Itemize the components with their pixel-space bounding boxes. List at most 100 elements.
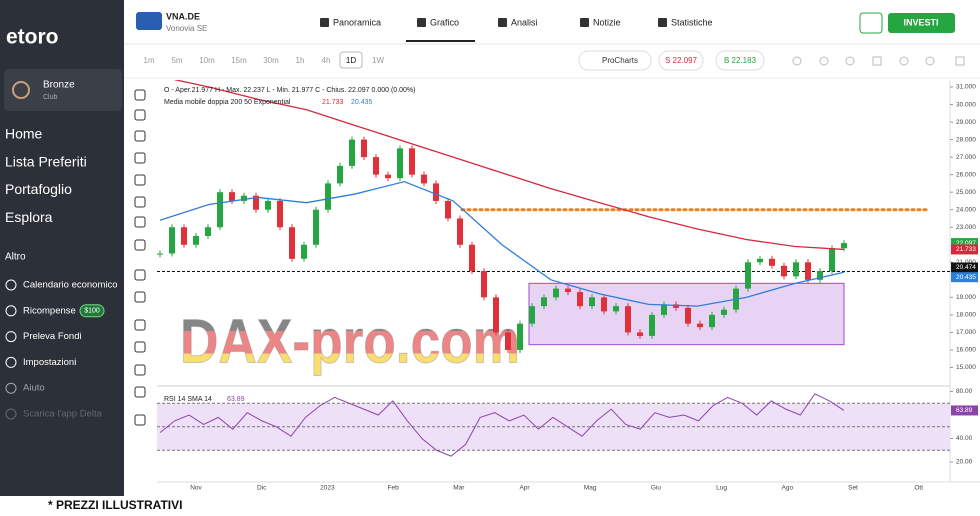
- invest-button[interactable]: [888, 13, 955, 33]
- menu-item[interactable]: Impostazioni: [23, 357, 76, 368]
- timeframe[interactable]: 10m: [199, 56, 215, 65]
- timeframe[interactable]: 1D: [346, 56, 356, 65]
- menu-item[interactable]: Ricompense: [23, 305, 76, 316]
- menu-item[interactable]: Portafoglio: [5, 181, 72, 197]
- draw-tool[interactable]: [134, 89, 146, 101]
- ma-line: [159, 180, 845, 307]
- rewards-badge: [79, 304, 105, 318]
- menu-icon: [5, 331, 17, 343]
- draw-tool[interactable]: [134, 269, 146, 281]
- candle: [709, 314, 715, 328]
- candle: [445, 200, 451, 219]
- sell-button[interactable]: [658, 50, 704, 71]
- draw-tool[interactable]: [134, 291, 146, 303]
- candle: [517, 323, 523, 350]
- candle: [829, 248, 835, 272]
- invest-label: INVESTI: [903, 17, 938, 27]
- tool-icon[interactable]: [792, 56, 802, 66]
- tab-icon: [498, 18, 507, 27]
- draw-tool[interactable]: [134, 130, 146, 142]
- candle: [325, 183, 331, 210]
- active-tab-underline: [406, 40, 475, 42]
- club-card[interactable]: [4, 69, 122, 111]
- candle: [817, 271, 823, 280]
- candle: [613, 306, 619, 312]
- price-badge-label: 22.097: [956, 240, 976, 247]
- timeframe[interactable]: 1m: [143, 56, 154, 65]
- tool-icon[interactable]: [819, 56, 829, 66]
- tool-icon[interactable]: [872, 56, 882, 66]
- draw-tool[interactable]: [134, 152, 146, 164]
- timeframe[interactable]: 5m: [171, 56, 182, 65]
- candle: [337, 165, 343, 184]
- tool-icon[interactable]: [955, 56, 965, 66]
- x-tick-label: Lug: [716, 485, 727, 492]
- draw-tool[interactable]: [134, 196, 146, 208]
- draw-tool[interactable]: [134, 364, 146, 376]
- draw-tool[interactable]: [134, 341, 146, 353]
- timeframe[interactable]: 1h: [296, 56, 305, 65]
- tab[interactable]: Statistiche: [671, 17, 713, 27]
- candle: [841, 243, 847, 249]
- draw-tool[interactable]: [134, 386, 146, 398]
- candle: [673, 304, 679, 308]
- menu-item[interactable]: Calendario economico: [23, 280, 118, 291]
- rsi-tick-label: 20.00: [956, 459, 973, 466]
- tab-icon: [320, 18, 329, 27]
- candle: [265, 200, 271, 210]
- x-tick-label: Ago: [782, 485, 794, 492]
- ma-legend-value: 20.435: [351, 99, 373, 106]
- menu-item[interactable]: Lista Preferiti: [5, 153, 87, 169]
- tab[interactable]: Notizie: [593, 17, 621, 27]
- timeframe[interactable]: 30m: [263, 56, 279, 65]
- buy-button[interactable]: [715, 50, 765, 71]
- candle: [721, 309, 727, 315]
- tool-icon[interactable]: [925, 56, 935, 66]
- draw-tool[interactable]: [134, 414, 146, 426]
- candle: [625, 306, 631, 333]
- timeframe[interactable]: 4h: [322, 56, 331, 65]
- rsi-line: [159, 393, 845, 457]
- ma-line: [173, 80, 845, 251]
- candle: [373, 157, 379, 175]
- tool-icon[interactable]: [845, 56, 855, 66]
- draw-tool[interactable]: [134, 174, 146, 186]
- ma-legend: Media mobile doppia 200 50 Exponential: [164, 99, 291, 106]
- draw-tool[interactable]: [134, 239, 146, 251]
- candle: [577, 292, 583, 307]
- tab[interactable]: Analisi: [511, 17, 538, 27]
- timeframe[interactable]: 15m: [231, 56, 247, 65]
- candle: [157, 253, 163, 255]
- tab[interactable]: Panoramica: [333, 17, 381, 27]
- candle: [697, 323, 703, 328]
- list-button[interactable]: [859, 12, 883, 34]
- menu-icon: [5, 408, 17, 420]
- rsi-tick-label: 40.00: [956, 435, 973, 442]
- menu-item[interactable]: Esplora: [5, 209, 53, 225]
- y-tick-label: 15.000: [956, 364, 976, 371]
- menu-icon: [5, 279, 17, 291]
- x-tick-label: Mag: [584, 485, 597, 492]
- instrument-logo: [136, 12, 162, 30]
- candle: [649, 314, 655, 336]
- club-tier: Bronze: [43, 80, 75, 91]
- candle: [169, 227, 175, 254]
- menu-item[interactable]: Aiuto: [23, 383, 45, 394]
- tool-icon[interactable]: [899, 56, 909, 66]
- price-badge: [951, 272, 978, 283]
- procharts-button[interactable]: [578, 50, 652, 71]
- symbol: VNA.DE: [166, 11, 200, 21]
- draw-tool[interactable]: [134, 216, 146, 228]
- draw-tool[interactable]: [134, 319, 146, 331]
- timeframe[interactable]: 1W: [372, 56, 384, 65]
- draw-tool[interactable]: [134, 109, 146, 121]
- menu-item[interactable]: Scarica l'app Delta: [23, 409, 103, 420]
- candle: [529, 306, 535, 324]
- candle: [637, 332, 643, 336]
- candle: [409, 148, 415, 175]
- tab[interactable]: Grafico: [430, 17, 459, 27]
- menu-item[interactable]: Preleva Fondi: [23, 331, 82, 342]
- ohlc-legend: O - Aper.21.977 H - Max. 22.237 L - Min.…: [164, 87, 416, 94]
- menu-item[interactable]: Home: [5, 126, 43, 142]
- candle: [793, 262, 799, 277]
